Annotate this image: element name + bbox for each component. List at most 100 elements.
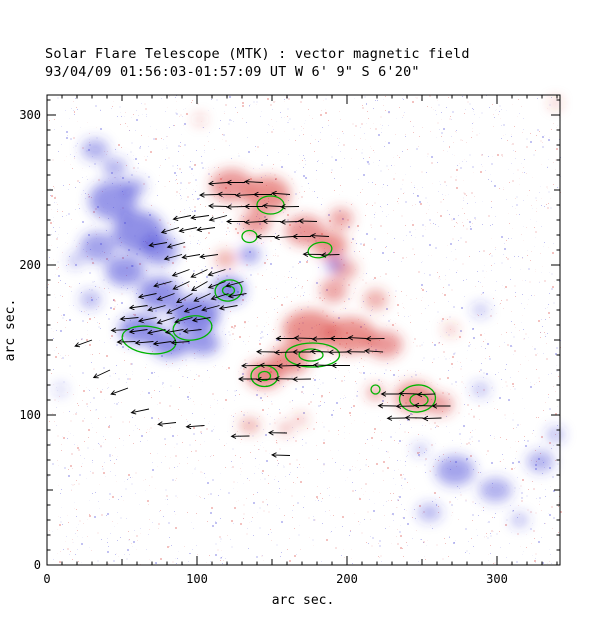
positive-flux-blob [215,250,236,268]
vector-arrow [172,281,190,290]
vector-arrow [207,281,226,289]
y-axis-label: arc sec. [3,299,18,362]
vector-arrow [431,403,451,409]
negative-flux-blob [81,139,109,160]
negative-flux-blob [80,290,101,309]
positive-flux-blob [443,323,458,336]
vector-arrow [292,349,311,355]
positive-flux-blob [426,394,454,415]
vector-arrow [274,234,294,241]
x-tick-label: 300 [486,572,508,586]
vector-arrow [119,316,139,322]
positive-flux-blob [363,289,388,310]
vector-arrow [178,227,198,234]
negative-flux-blob [212,277,245,304]
vector-arrow [274,376,294,382]
vector-arrow [262,203,282,209]
positive-flux-blob [333,259,358,280]
negative-flux-blob [413,443,428,456]
field-contour [298,348,324,362]
vector-arrow [256,376,276,383]
negative-flux-blob [471,382,490,397]
vector-arrow [110,327,130,333]
vector-arrow [404,415,424,421]
vector-arrow [413,402,433,409]
negative-flux-blob [239,245,260,264]
vector-arrow [416,391,436,398]
vector-arrow [170,339,190,346]
x-tick-label: 0 [43,572,50,586]
vector-arrow [226,179,245,186]
x-axis-label: arc sec. [272,593,335,608]
vector-arrow [227,293,247,299]
vector-arrow [268,430,288,436]
field-contour [214,279,243,302]
vector-arrow [208,215,228,222]
vector-arrow [310,348,330,355]
vector-arrow [193,293,211,302]
vector-arrow [295,362,314,369]
vector-arrow [183,305,202,313]
x-tick-label: 200 [336,572,358,586]
negative-flux-blob [138,277,181,310]
vector-arrow [166,242,186,249]
vector-arrow [253,191,272,198]
vector-arrow [365,336,385,342]
vector-arrow [218,305,238,311]
vector-arrow [110,387,129,396]
field-contour [121,325,177,355]
positive-flux-blob [278,422,293,435]
positive-flux-blob [240,211,271,235]
vector-arrow [182,328,202,334]
vector-arrow [277,363,297,369]
vector-arrow [156,293,175,301]
negative-flux-blob [546,427,565,442]
negative-flux-blob [119,314,161,345]
vector-arrow [185,423,205,430]
x-tick-label: 100 [186,572,208,586]
vector-arrow [244,219,264,225]
vector-arrow [174,317,193,324]
positive-flux-blob [239,418,260,433]
vector-arrow [293,335,313,341]
vector-arrow [163,254,183,261]
vector-arrow [201,305,220,312]
vector-arrow [259,362,279,368]
vector-arrow [208,203,228,209]
y-tick-label: 100 [19,408,41,422]
flux-density-layer [54,97,565,528]
positive-flux-blob [293,413,308,426]
vector-arrow [152,340,172,347]
negative-flux-blob [54,383,67,396]
negative-flux-blob [68,253,83,268]
vector-arrow [146,329,166,336]
vector-arrow [210,293,229,301]
negative-flux-blob [141,235,178,265]
vector-arrow [398,390,418,397]
vector-arrow [298,218,318,224]
field-contour [370,384,381,395]
vector-arrow [172,215,192,222]
vector-arrow [226,218,245,225]
vector-arrow [244,179,264,185]
vector-arrow [256,234,276,240]
negative-flux-blob [102,158,127,177]
field-contour [307,241,333,259]
field-contour [172,315,213,341]
vector-arrow [238,376,257,382]
negative-flux-blob [122,178,146,196]
vector-arrow [329,335,349,342]
vector-arrow [208,180,228,187]
vector-arrow [137,317,157,324]
vector-arrow [331,362,350,369]
y-tick-label: 200 [19,258,41,272]
negative-flux-blob [105,256,145,286]
vector-arrow [207,269,226,277]
negative-flux-blob [80,232,116,262]
vector-arrow [274,349,294,356]
vector-arrow [190,214,210,221]
vector-arrow [230,433,250,439]
vector-arrow [147,305,166,312]
